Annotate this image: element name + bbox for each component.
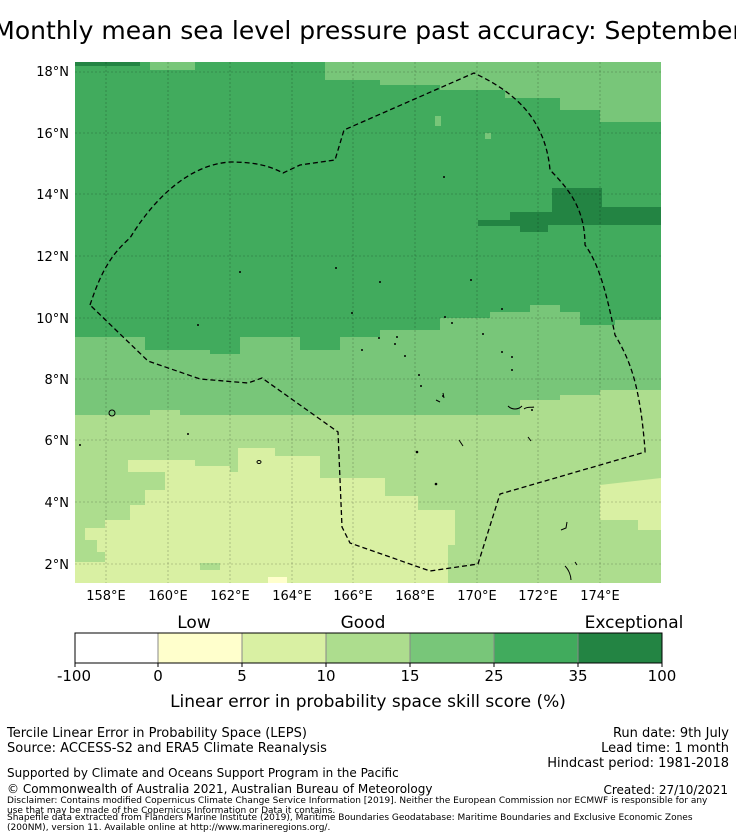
colorbar-tick-label: -100 [56, 667, 92, 685]
footer-disclaimer-1: Disclaimer: Contains modified Copernicus… [7, 796, 708, 806]
region-medium-step-west [75, 305, 661, 415]
footer-shapefile-1: Shapefile data extracted from Flanders M… [7, 813, 693, 823]
y-tick-label: 16°N [36, 127, 69, 142]
x-axis-labels: 158°E 160°E 162°E 164°E 166°E 168°E 170°… [86, 589, 620, 604]
region-small-medium-a [435, 116, 441, 126]
colorbar-tick-label: 100 [647, 667, 677, 685]
footer-method: Tercile Linear Error in Probability Spac… [7, 726, 307, 741]
y-tick-label: 18°N [36, 65, 69, 80]
colorbar-tick-label: 5 [237, 667, 247, 685]
y-tick-label: 12°N [36, 250, 69, 265]
colorbar-category-low: Low [177, 613, 211, 633]
footer-created: Created: 27/10/2021 [603, 783, 728, 797]
x-tick-label: 164°E [272, 589, 312, 604]
colorbar-category-good: Good [340, 613, 386, 633]
region-southeast-lowest [600, 478, 661, 530]
colorbar-axis-label: Linear error in probability space skill … [170, 692, 566, 712]
y-tick-label: 4°N [45, 496, 70, 511]
y-axis-labels: 18°N 16°N 14°N 12°N 10°N 8°N 6°N 4°N 2°N [36, 65, 69, 573]
x-tick-label: 170°E [457, 589, 497, 604]
footer-copyright: © Commonwealth of Australia 2021, Austra… [7, 782, 433, 796]
footer-source: Source: ACCESS-S2 and ERA5 Climate Reana… [7, 741, 327, 756]
region-top-medium [325, 62, 661, 122]
region-small-medium-b [485, 133, 491, 139]
map-panel [75, 62, 661, 583]
footer-lead-time: Lead time: 1 month [601, 741, 729, 756]
colorbar-bin [410, 633, 494, 663]
x-tick-label: 174°E [580, 589, 620, 604]
y-tick-label: 8°N [45, 373, 70, 388]
footer-hindcast: Hindcast period: 1981-2018 [547, 756, 729, 771]
colorbar-bin [494, 633, 578, 663]
x-tick-label: 162°E [210, 589, 250, 604]
region-exceptional-patch [478, 188, 661, 232]
x-tick-label: 172°E [518, 589, 558, 604]
colorbar-tick-label: 35 [568, 667, 588, 685]
footer-support: Supported by Climate and Oceans Support … [7, 766, 399, 780]
colorbar-frame [74, 632, 663, 664]
eez-boundary [89, 72, 646, 572]
x-tick-label: 160°E [148, 589, 188, 604]
colorbar-tick-label: 25 [484, 667, 504, 685]
colorbar-bin [326, 633, 410, 663]
colorbar-bin [75, 633, 158, 663]
colorbar [74, 632, 663, 667]
chart-title: Monthly mean sea level pressure past acc… [0, 16, 736, 45]
footer-run-date: Run date: 9th July [612, 726, 729, 741]
x-tick-label: 166°E [333, 589, 373, 604]
region-top-left-medium [150, 62, 195, 70]
region-top-strip [75, 62, 140, 66]
region-southwest-low [75, 540, 105, 583]
x-tick-label: 168°E [395, 589, 435, 604]
x-tick-label: 158°E [86, 589, 126, 604]
colorbar-tick-label: 10 [316, 667, 336, 685]
atolls [79, 176, 533, 486]
footer-disclaimer-2: use that may be made of the Copernicus I… [7, 806, 336, 816]
colorbar-category-exceptional: Exceptional [584, 613, 684, 633]
footer-shapefile-2: (200NM), version 11. Available online at… [7, 823, 331, 833]
colorbar-tick-label: 15 [400, 667, 420, 685]
region-small-yellow [268, 577, 287, 583]
region-small-low [200, 563, 220, 570]
colorbar-bin [242, 633, 326, 663]
y-tick-label: 14°N [36, 188, 69, 203]
graticule [75, 62, 661, 583]
y-tick-label: 10°N [36, 312, 69, 327]
colorbar-bin [158, 633, 242, 663]
region-lowest-step [75, 448, 455, 583]
colorbar-tick-label: 0 [153, 667, 163, 685]
y-tick-label: 2°N [45, 558, 70, 573]
y-tick-label: 6°N [45, 434, 70, 449]
colorbar-bin [578, 633, 662, 663]
